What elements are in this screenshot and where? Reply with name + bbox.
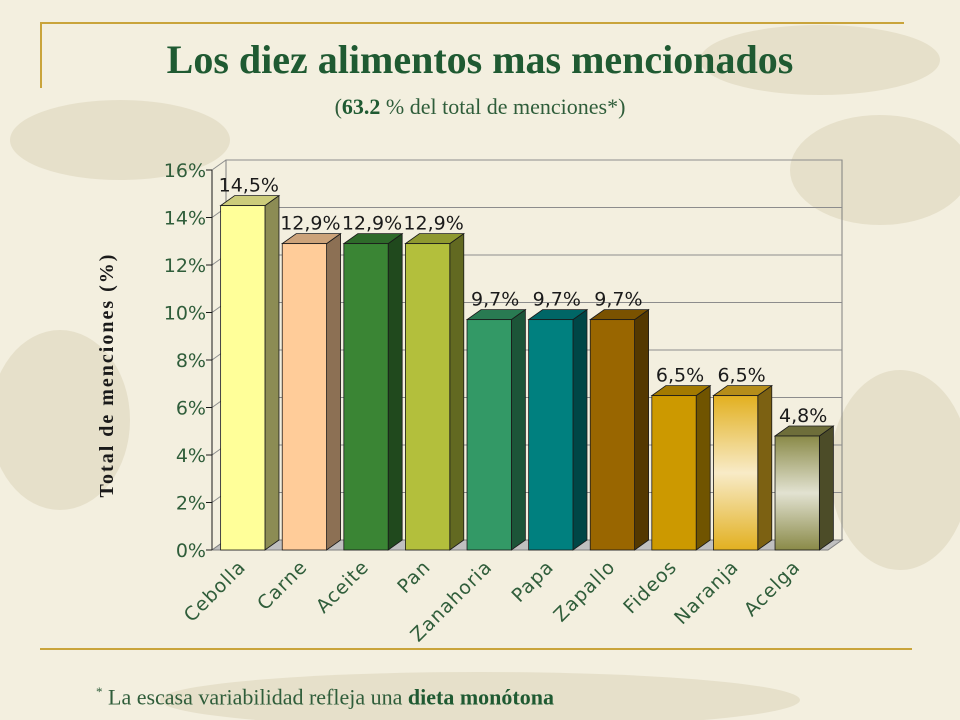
y-tick-label: 2% <box>176 493 206 515</box>
footnote-marker: * <box>96 684 103 699</box>
bar-pan <box>404 232 466 551</box>
bar-side <box>818 425 834 551</box>
bar-carne <box>280 232 342 551</box>
category-label: Papa <box>507 556 558 607</box>
bar-side <box>326 232 341 551</box>
slide-title: Los diez alimentos mas mencionados <box>166 37 794 82</box>
bar-side <box>695 384 711 551</box>
subtitle-rest: % del total de menciones*) <box>380 94 626 119</box>
bar-front <box>651 395 697 551</box>
bar-side <box>449 232 465 551</box>
y-tick-label: 4% <box>176 445 206 467</box>
bar-side <box>510 308 526 551</box>
bar-layer <box>219 194 835 551</box>
data-label: 6,5% <box>656 365 704 387</box>
bar-fideos <box>650 384 712 551</box>
data-label: 4,8% <box>779 405 827 427</box>
y-tick-label: 12% <box>164 255 206 277</box>
bar-front <box>281 243 327 551</box>
y-tick-label: 16% <box>164 160 206 182</box>
footnote-text: La escasa variabilidad refleja una <box>102 684 408 710</box>
bar-naranja <box>712 384 774 551</box>
bar-side <box>387 232 403 551</box>
data-label: 6,5% <box>717 365 765 387</box>
top-frame-line <box>40 22 904 24</box>
y-tick-label: 8% <box>176 350 206 372</box>
bar-front <box>713 395 759 551</box>
bar-side <box>264 194 280 551</box>
bar-acelga <box>773 425 835 551</box>
bar-front <box>343 243 389 551</box>
bar-front <box>528 319 574 551</box>
slide-subtitle: (63.2 % del total de menciones*) <box>0 94 960 120</box>
bar-side <box>572 308 588 551</box>
bar-zapallo <box>588 308 650 551</box>
category-label: Fideos <box>619 556 681 618</box>
category-label: Cebolla <box>180 556 251 627</box>
bottom-frame-line <box>40 648 912 650</box>
category-label: Naranja <box>670 556 743 629</box>
bar-front <box>405 243 451 551</box>
bar-side <box>757 384 773 551</box>
data-label: 12,9% <box>280 213 340 235</box>
y-tick-label: 14% <box>164 208 206 230</box>
subtitle-percent: 63.2 <box>341 94 381 119</box>
bar-papa <box>527 308 589 551</box>
footnote: * La escasa variabilidad refleja una die… <box>96 684 554 710</box>
bar-front <box>589 319 635 551</box>
y-tick-label: 0% <box>176 540 206 562</box>
footnote-emphasis: dieta monótona <box>407 684 554 710</box>
category-label: Acelga <box>740 556 805 621</box>
bar-front <box>466 319 512 551</box>
data-label: 14,5% <box>219 175 279 197</box>
gridline-side <box>211 159 227 171</box>
y-tick-label: 10% <box>164 303 206 325</box>
category-label: Aceite <box>312 556 374 618</box>
subtitle-open: ( <box>334 94 342 119</box>
axis-layer: 0% 2% 4% 6% 8% 10% 12% 14% 16% Total de menciones… <box>96 160 213 562</box>
y-tick-label: 6% <box>176 398 206 420</box>
bar-front <box>220 205 266 551</box>
left-frame-line <box>40 22 42 88</box>
bar-zanahoria <box>465 308 527 551</box>
data-label: 9,7% <box>471 289 519 311</box>
bar-side <box>634 308 649 551</box>
bar-aceite <box>342 232 404 551</box>
y-axis-title: Total de menciones (%) <box>96 253 118 498</box>
data-label: 12,9% <box>342 213 402 235</box>
data-label: 9,7% <box>594 289 642 311</box>
data-label: 12,9% <box>403 213 463 235</box>
bar-cebolla <box>219 194 281 551</box>
category-label: Zapallo <box>550 556 620 626</box>
category-label: Pan <box>393 556 435 598</box>
category-label: Carne <box>253 556 312 615</box>
bar-front <box>774 435 820 551</box>
data-label: 9,7% <box>533 289 581 311</box>
